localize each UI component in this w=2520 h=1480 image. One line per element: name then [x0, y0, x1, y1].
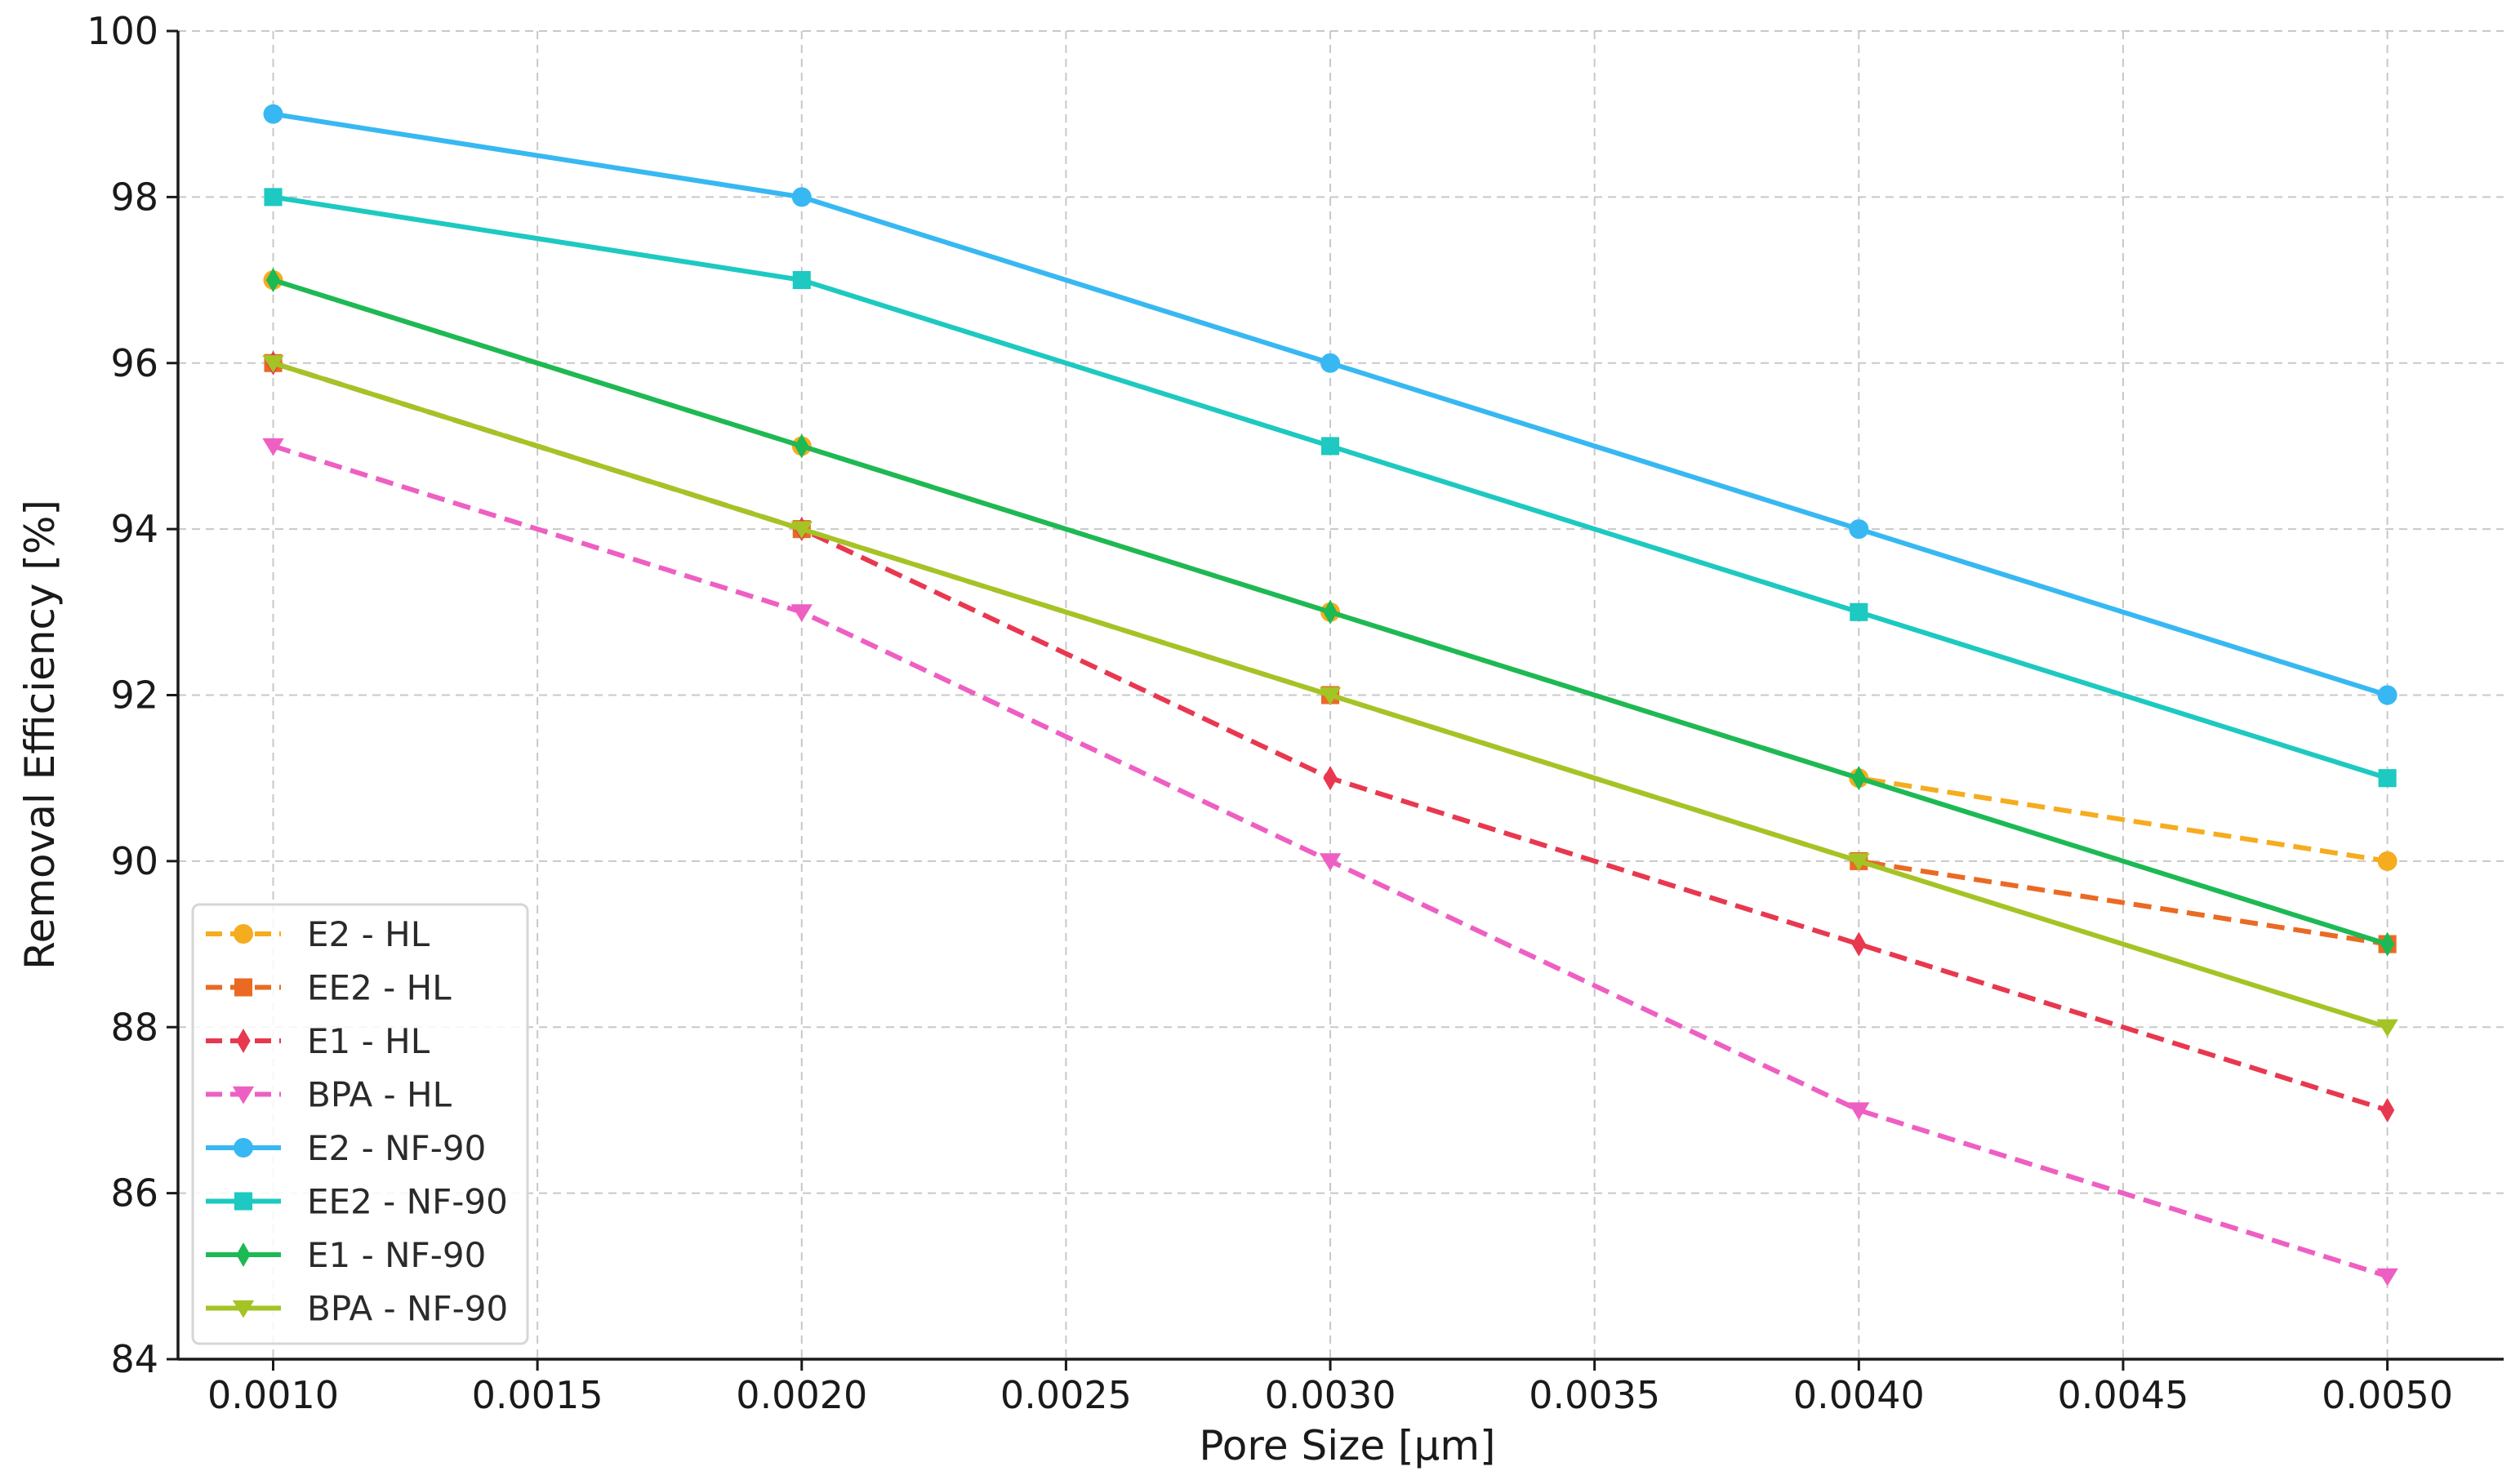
legend-label: EE2 - NF-90	[307, 1182, 508, 1222]
data-point-e2-hl	[2377, 851, 2398, 871]
data-point-e2-nf-90	[1320, 353, 1341, 373]
legend-marker	[232, 1086, 255, 1104]
data-point-ee2-nf-90	[1850, 602, 1868, 621]
legend-marker	[234, 978, 253, 997]
legend-entry-e1-nf-90: E1 - NF-90	[206, 1235, 486, 1275]
legend-entry-e1-hl: E1 - HL	[206, 1021, 430, 1061]
data-point-ee2-nf-90	[2378, 769, 2397, 788]
legend-marker	[234, 1192, 253, 1211]
y-tick-label: 94	[110, 507, 158, 551]
legend-label: EE2 - HL	[307, 968, 452, 1008]
data-point-e1-nf-90	[1323, 599, 1338, 624]
data-point-e2-nf-90	[1849, 519, 1869, 540]
legend-marker	[236, 1029, 251, 1053]
data-point-e1-hl	[2380, 1097, 2395, 1122]
x-tick-label: 0.0050	[2322, 1373, 2453, 1417]
data-point-e1-nf-90	[2380, 931, 2395, 957]
y-tick-label: 86	[110, 1171, 158, 1216]
legend-label: E2 - NF-90	[307, 1128, 486, 1168]
data-point-bpa-nf-90	[790, 521, 813, 540]
legend-label: BPA - HL	[307, 1075, 452, 1115]
data-point-bpa-nf-90	[1848, 853, 1870, 871]
legend-box	[191, 903, 529, 1345]
data-point-bpa-nf-90	[2376, 1019, 2398, 1038]
data-point-bpa-nf-90	[1319, 687, 1342, 705]
legend-label: E1 - HL	[307, 1021, 430, 1061]
data-point-e1-nf-90	[1851, 766, 1866, 791]
data-point-e1-hl	[1851, 931, 1866, 957]
data-point-bpa-hl	[262, 438, 284, 456]
y-tick-label: 96	[110, 341, 158, 385]
data-point-e1-nf-90	[795, 433, 809, 459]
x-tick-label: 0.0045	[2057, 1373, 2188, 1417]
legend-label: BPA - NF-90	[307, 1289, 508, 1329]
data-point-bpa-hl	[1319, 853, 1342, 871]
y-axis-title: Removal Efficiency [%]	[16, 500, 64, 970]
x-tick-label: 0.0025	[1000, 1373, 1132, 1417]
x-tick-label: 0.0010	[207, 1373, 339, 1417]
data-point-e2-nf-90	[2377, 685, 2398, 705]
legend-label: E1 - NF-90	[307, 1235, 486, 1275]
x-tick-label: 0.0040	[1793, 1373, 1925, 1417]
y-tick-label: 88	[110, 1005, 158, 1049]
y-tick-label: 92	[110, 673, 158, 718]
series-e2-nf-90	[263, 104, 2398, 705]
data-point-e2-nf-90	[263, 104, 283, 124]
data-point-bpa-nf-90	[262, 355, 284, 373]
y-tick-label: 98	[110, 175, 158, 219]
legend-entry-ee2-hl: EE2 - HL	[206, 968, 452, 1008]
data-point-ee2-nf-90	[1321, 437, 1340, 456]
legend-marker	[232, 1300, 255, 1318]
y-tick-label: 84	[110, 1337, 158, 1381]
data-point-ee2-nf-90	[792, 271, 811, 290]
data-point-e1-hl	[1323, 766, 1338, 791]
tick-labels: 0.0010 0.0015 0.0020 0.0025 0.0030 0.0035 0.00…	[87, 9, 2453, 1417]
series-bpa-nf-90	[262, 355, 2398, 1038]
series-bpa-hl	[262, 438, 2398, 1287]
legend: E2 - HL EE2 - HL E1 - HL BPA - HL E2 - NF-90…	[191, 903, 529, 1345]
data-point-e1-nf-90	[265, 268, 281, 293]
series-e1-nf-90	[265, 268, 2395, 957]
series-group	[262, 104, 2398, 1287]
legend-marker	[234, 1138, 253, 1158]
data-point-bpa-hl	[790, 604, 813, 622]
legend-marker	[236, 1242, 251, 1267]
data-point-ee2-nf-90	[264, 188, 283, 207]
legend-marker	[234, 924, 253, 944]
x-axis-title: Pore Size [µm]	[1199, 1422, 1495, 1469]
x-tick-label: 0.0015	[472, 1373, 603, 1417]
x-tick-label: 0.0035	[1529, 1373, 1660, 1417]
y-tick-label: 90	[110, 839, 158, 883]
legend-entry-e2-nf-90: E2 - NF-90	[206, 1128, 486, 1168]
legend-entry-bpa-nf-90: BPA - NF-90	[206, 1289, 508, 1329]
x-tick-label: 0.0020	[736, 1373, 867, 1417]
y-tick-label: 100	[87, 9, 158, 53]
legend-entry-ee2-nf-90: EE2 - NF-90	[206, 1182, 508, 1222]
data-point-bpa-hl	[1848, 1102, 1870, 1120]
legend-entry-bpa-hl: BPA - HL	[206, 1075, 452, 1115]
legend-label: E2 - HL	[307, 914, 430, 954]
data-point-e2-nf-90	[791, 187, 812, 207]
series-ee2-nf-90	[264, 188, 2397, 788]
x-tick-label: 0.0030	[1265, 1373, 1396, 1417]
data-point-bpa-hl	[2376, 1268, 2398, 1287]
legend-entry-e2-hl: E2 - HL	[206, 914, 430, 954]
